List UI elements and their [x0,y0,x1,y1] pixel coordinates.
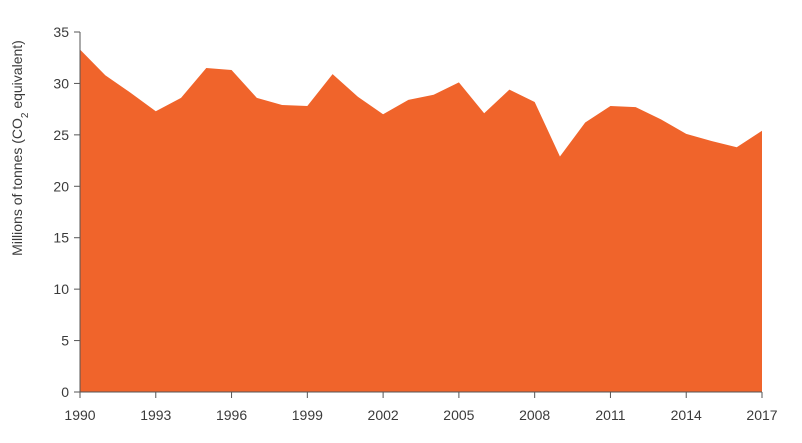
y-tick-label: 5 [61,333,69,349]
y-axis-ticks: 0 5 10 15 20 25 30 35 [53,24,80,400]
x-tick-label: 2002 [368,407,399,423]
x-tick-label: 2011 [595,407,625,423]
x-tick-label: 2008 [519,407,550,423]
x-tick-label: 1996 [216,407,247,423]
x-tick-label: 2005 [443,407,474,423]
y-axis-title: Millions of tonnes (CO2 equivalent) [9,40,31,256]
plot-area [80,49,762,393]
x-tick-label: 2017 [746,407,777,423]
y-tick-label: 10 [53,281,69,297]
y-axis-title-subscript: 2 [20,112,31,118]
x-axis-ticks: 1990 1993 1996 1999 2002 2005 2008 2011 2014 2017 [64,392,778,423]
y-tick-label: 30 [53,75,69,91]
y-tick-label: 15 [53,230,69,246]
y-tick-label: 25 [53,127,69,143]
x-tick-label: 1993 [140,407,171,423]
y-tick-label: 20 [53,178,69,194]
emissions-area [80,49,762,393]
x-tick-label: 1990 [64,407,95,423]
y-axis-title-prefix: Millions of tonnes (CO [9,118,25,256]
x-tick-label: 1999 [292,407,323,423]
x-tick-label: 2014 [671,407,702,423]
y-tick-label: 35 [53,24,69,40]
y-axis-title-suffix: equivalent) [9,40,25,112]
y-tick-label: 0 [61,384,69,400]
